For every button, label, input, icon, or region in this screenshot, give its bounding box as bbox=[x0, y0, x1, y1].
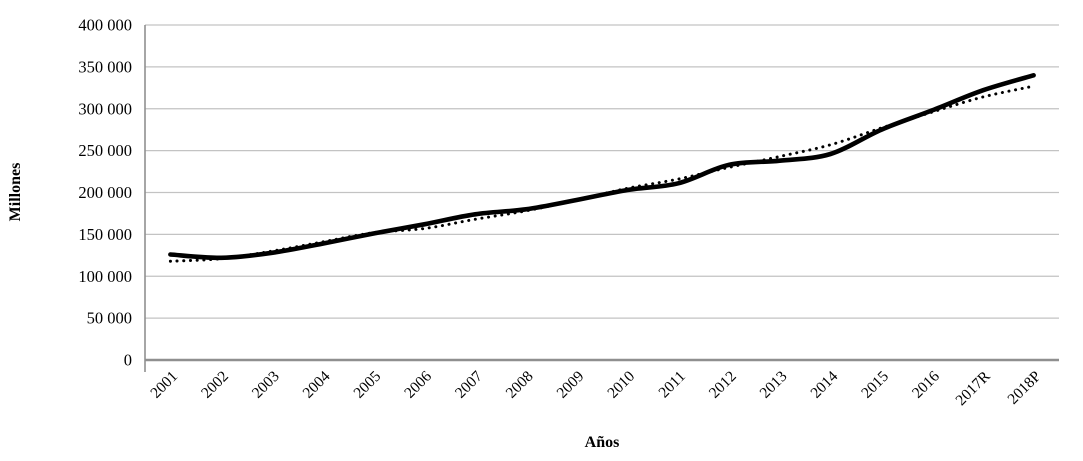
y-axis-title: Millones bbox=[7, 162, 24, 222]
y-tick-label: 400 000 bbox=[78, 16, 132, 35]
x-tick-label: 2008 bbox=[503, 368, 537, 402]
x-tick-label: 2005 bbox=[350, 368, 384, 402]
x-tick-label: 2017R bbox=[952, 367, 994, 409]
x-tick-label: 2002 bbox=[198, 368, 232, 402]
y-tick-label: 200 000 bbox=[78, 183, 132, 202]
y-tick-label: 0 bbox=[124, 351, 132, 370]
x-tick-label: 2018P bbox=[1004, 368, 1044, 408]
series-solid-line bbox=[168, 73, 1036, 261]
y-tick-label: 300 000 bbox=[78, 99, 132, 118]
y-tick-label: 50 000 bbox=[87, 309, 132, 328]
x-tick-label: 2004 bbox=[300, 368, 334, 402]
x-tick-label: 2014 bbox=[807, 368, 841, 402]
x-tick-label: 2001 bbox=[147, 368, 181, 402]
x-tick-label: 2007 bbox=[452, 368, 486, 402]
x-axis-title: Años bbox=[584, 434, 620, 451]
x-tick-label: 2013 bbox=[757, 368, 791, 402]
x-tick-label: 2015 bbox=[858, 368, 892, 402]
y-tick-label: 150 000 bbox=[78, 225, 132, 244]
x-tick-label: 2009 bbox=[553, 368, 587, 402]
y-tick-label: 350 000 bbox=[78, 57, 132, 76]
series-dotted-line bbox=[168, 84, 1036, 263]
x-tick-label: 2012 bbox=[706, 368, 740, 402]
y-tick-label: 100 000 bbox=[78, 267, 132, 286]
x-tick-label: 2011 bbox=[655, 368, 689, 402]
x-tick-label: 2010 bbox=[604, 368, 638, 402]
x-tick-label: 2006 bbox=[401, 368, 435, 402]
x-tick-label: 2003 bbox=[249, 368, 283, 402]
x-tick-label: 2016 bbox=[909, 368, 943, 402]
y-tick-label: 250 000 bbox=[78, 141, 132, 160]
